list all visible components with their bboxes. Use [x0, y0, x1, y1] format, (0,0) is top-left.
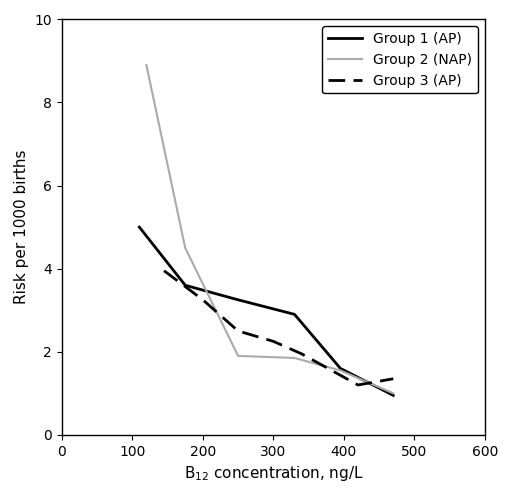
Group 1 (AP) — [235, 297, 241, 303]
Group 3 (AP) — [390, 376, 396, 382]
Group 3 (AP) — [200, 297, 206, 303]
X-axis label: B$_{12}$ concentration, ng/L: B$_{12}$ concentration, ng/L — [183, 464, 363, 483]
Legend: Group 1 (AP), Group 2 (NAP), Group 3 (AP): Group 1 (AP), Group 2 (NAP), Group 3 (AP… — [322, 26, 478, 93]
Group 1 (AP) — [291, 312, 297, 318]
Group 1 (AP) — [182, 282, 188, 288]
Group 1 (AP) — [390, 393, 396, 399]
Group 3 (AP) — [298, 351, 305, 357]
Group 3 (AP) — [270, 338, 276, 344]
Group 2 (NAP) — [143, 62, 150, 68]
Group 3 (AP) — [235, 328, 241, 334]
Line: Group 2 (NAP): Group 2 (NAP) — [146, 65, 393, 393]
Line: Group 1 (AP): Group 1 (AP) — [139, 227, 393, 396]
Group 1 (AP) — [337, 365, 344, 371]
Group 1 (AP) — [136, 224, 142, 230]
Group 2 (NAP) — [182, 245, 188, 251]
Group 2 (NAP) — [235, 353, 241, 359]
Group 3 (AP) — [161, 268, 167, 274]
Line: Group 3 (AP): Group 3 (AP) — [164, 271, 393, 385]
Group 2 (NAP) — [390, 390, 396, 396]
Y-axis label: Risk per 1000 births: Risk per 1000 births — [14, 150, 29, 304]
Group 2 (NAP) — [337, 367, 344, 373]
Group 2 (NAP) — [291, 355, 297, 361]
Group 3 (AP) — [355, 382, 361, 388]
